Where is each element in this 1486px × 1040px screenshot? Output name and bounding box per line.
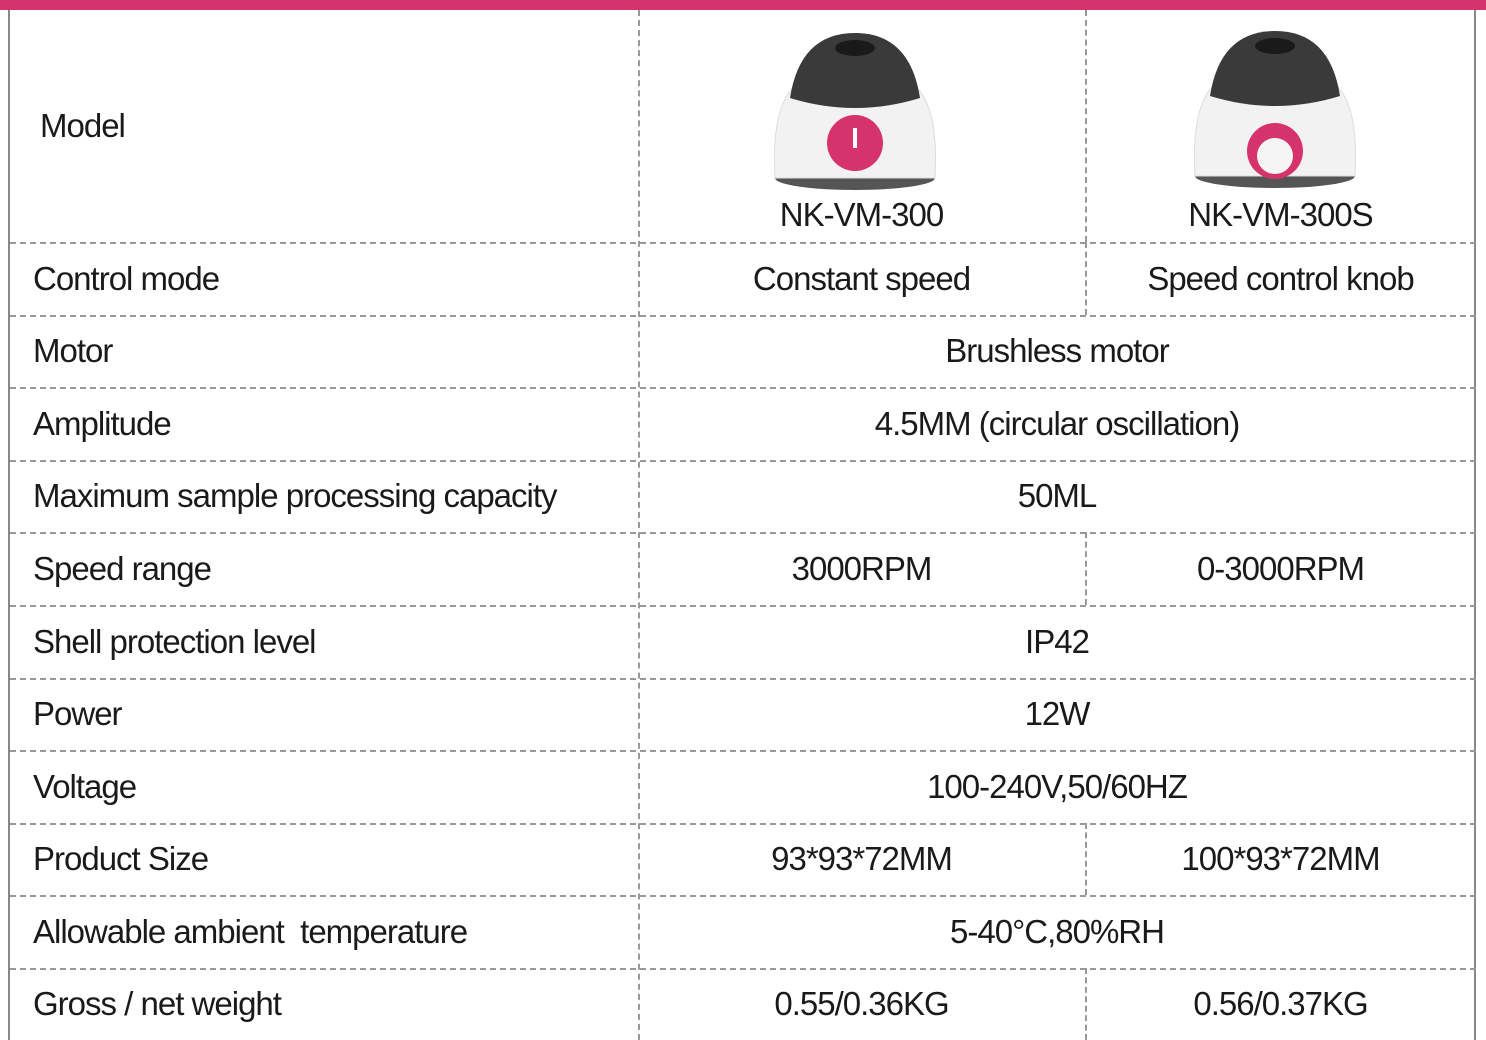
row-label: Allowable ambient temperature [33, 912, 468, 950]
row-divider [10, 823, 1476, 825]
row-value: 12W [1024, 695, 1091, 732]
row-value: 4.5MM (circular oscillation) [874, 404, 1240, 442]
row-label: Gross / net weight [33, 985, 282, 1022]
row-value: 5-40°C,80%RH [950, 912, 1165, 950]
row-label: Model [40, 107, 126, 144]
row-divider [10, 968, 1476, 970]
row-value: 0-3000RPM [1196, 549, 1365, 587]
row-label: Voltage [33, 767, 137, 805]
row-value: NK-VM-300 [779, 196, 944, 233]
row-label: Product Size [33, 840, 209, 877]
row-divider [10, 750, 1476, 752]
cell-divider [1085, 10, 1087, 242]
row-value: 100-240V,50/60HZ [927, 767, 1188, 805]
top-bar [0, 0, 1486, 10]
column-divider [638, 10, 640, 1040]
row-value: 0.56/0.37KG [1193, 985, 1368, 1022]
row-label: Amplitude [33, 404, 172, 442]
product-image-1 [773, 33, 937, 190]
row-value: Brushless motor [945, 332, 1169, 369]
row-value: 0.55/0.36KG [774, 985, 949, 1022]
row-label: Control mode [33, 259, 220, 297]
row-divider [10, 532, 1476, 534]
row-value: NK-VM-300S [1188, 196, 1373, 233]
row-value: Constant speed [752, 259, 971, 297]
row-label: Maximum sample processing capacity [33, 477, 558, 514]
cell-divider [1085, 823, 1087, 895]
row-divider [10, 315, 1476, 317]
table-frame [8, 10, 1476, 1040]
row-label: Speed range [33, 549, 212, 587]
cell-divider [1085, 242, 1087, 315]
row-value: IP42 [1025, 622, 1090, 660]
row-divider [10, 387, 1476, 389]
row-divider [10, 678, 1476, 680]
row-divider [10, 895, 1476, 897]
row-divider [10, 460, 1476, 462]
row-value: 50ML [1017, 477, 1098, 514]
cell-divider [1085, 532, 1087, 605]
row-label: Power [33, 695, 123, 732]
row-value: 3000RPM [791, 549, 933, 587]
row-value: 93*93*72MM [771, 840, 953, 877]
row-label: Shell protection level [33, 622, 317, 660]
row-value: 100*93*72MM [1181, 840, 1380, 877]
row-label: Motor [33, 332, 113, 369]
product-image-2 [1193, 31, 1357, 188]
row-value: Speed control knob [1147, 259, 1414, 297]
cell-divider [1085, 968, 1087, 1040]
row-divider [10, 242, 1476, 244]
row-divider [10, 605, 1476, 607]
